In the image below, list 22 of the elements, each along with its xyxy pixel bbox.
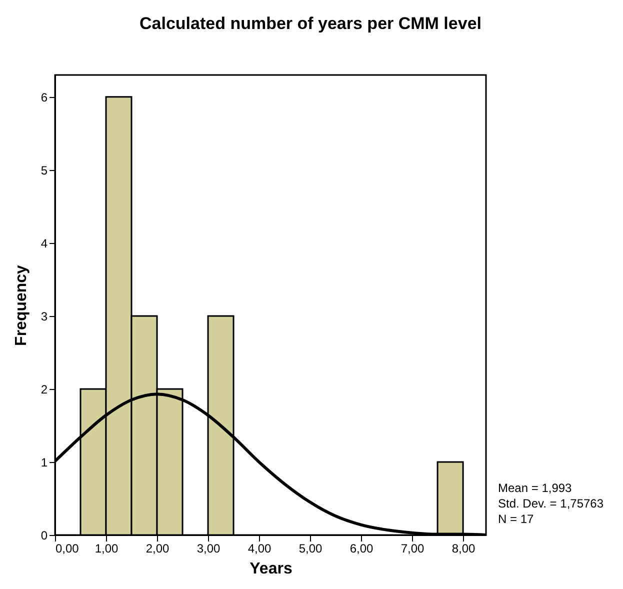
- x-tick-label: 8,00: [452, 542, 476, 556]
- x-axis-title: Years: [250, 560, 292, 578]
- x-tick-label: 0,00: [56, 542, 80, 556]
- text: Mean = 1,993: [498, 481, 572, 495]
- y-tick-label: 1: [40, 455, 48, 470]
- x-tick-label: 1,00: [94, 542, 119, 556]
- y-tick-label: 2: [40, 382, 48, 396]
- text: N = 17: [498, 512, 534, 526]
- y-tick-label: 5: [40, 163, 48, 178]
- y-tick-label: 4: [40, 236, 48, 250]
- x-tick-label: 4,00: [248, 542, 272, 556]
- x-tick-label: 6,00: [350, 542, 374, 556]
- y-tick-label: 3: [40, 309, 48, 324]
- x-tick-label: 2,00: [146, 542, 170, 556]
- y-tick-label: 0: [40, 528, 48, 542]
- x-tick-label: 7,00: [400, 542, 425, 556]
- text: Std. Dev. = 1,75763: [498, 496, 604, 510]
- x-tick-label: 5,00: [298, 542, 323, 556]
- y-tick-label: 6: [40, 90, 48, 104]
- chart-title: Calculated number of years per CMM level: [140, 14, 482, 33]
- y-axis-title: Frequency: [12, 264, 30, 346]
- x-tick-label: 3,00: [196, 542, 221, 556]
